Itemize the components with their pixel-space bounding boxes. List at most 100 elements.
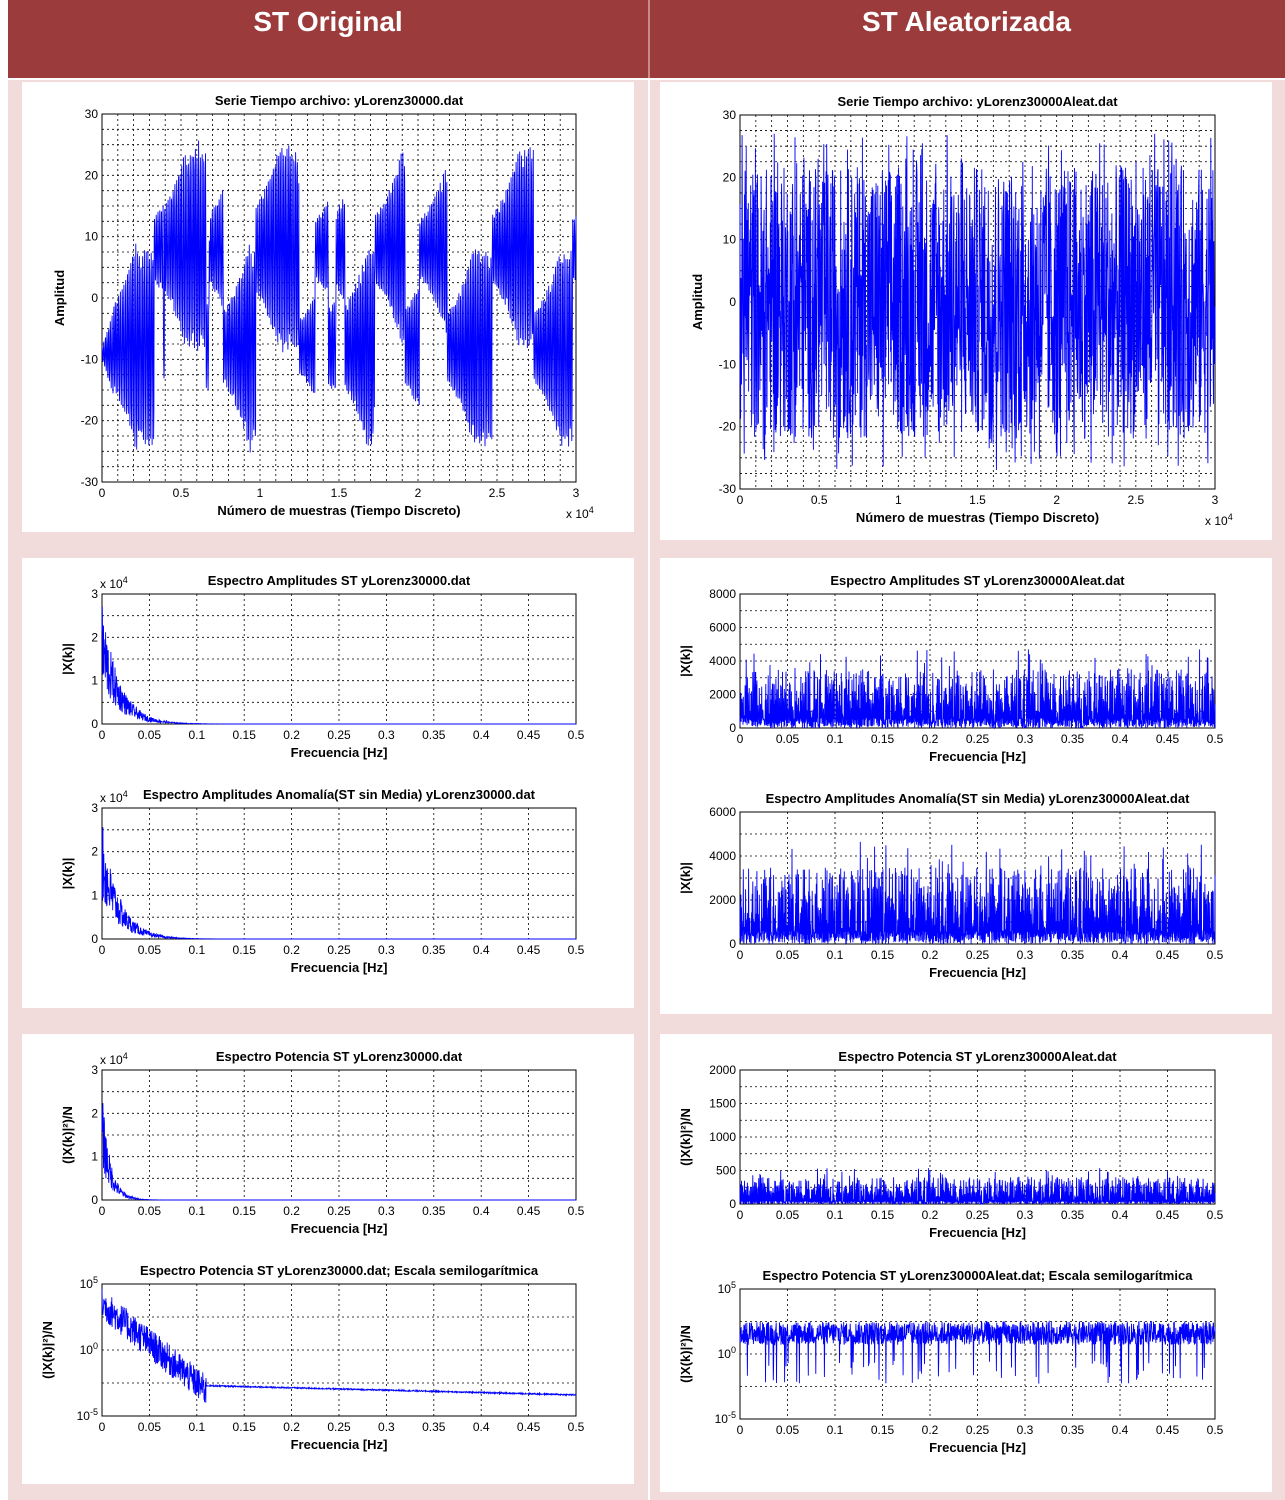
x-tick-label: 0.05 xyxy=(138,1204,162,1218)
x-tick-label: 0.15 xyxy=(233,943,257,957)
x-tick-label: 0.5 xyxy=(568,1204,585,1218)
y-tick-label: 4000 xyxy=(709,654,736,668)
x-axis-label: Frecuencia [Hz] xyxy=(291,1221,388,1236)
y-tick-label: -30 xyxy=(719,482,737,496)
x-tick-label: 0.4 xyxy=(1112,1208,1129,1222)
chart-title: Espectro Potencia ST yLorenz30000Aleat.d… xyxy=(763,1268,1194,1283)
x-tick-label: 0.1 xyxy=(827,732,844,746)
y-tick-label: 3 xyxy=(91,801,98,815)
x-tick-label: 0.5 xyxy=(568,728,585,742)
series-line xyxy=(101,140,577,453)
chart-7: 0 0.05 0.1 0.15 0.2 0.25 0.3 0.35 0.4 0.45 0.5 0 500… xyxy=(678,1049,1224,1240)
y-tick-label: 0 xyxy=(91,1193,98,1207)
chart-title: Serie Tiempo archivo: yLorenz30000.dat xyxy=(215,93,464,108)
y-axis-label: (|X(k)|²)/N xyxy=(40,1321,55,1379)
y-tick-label: 3 xyxy=(91,587,98,601)
x-tick-label: 0 xyxy=(99,728,106,742)
x-tick-label: 0.1 xyxy=(827,1208,844,1222)
x-tick-label: 0.25 xyxy=(327,1204,351,1218)
y-axis-label: Amplitud xyxy=(52,270,67,326)
y-tick-label: 1000 xyxy=(709,1130,736,1144)
y-tick-label: 6000 xyxy=(709,805,736,819)
x-tick-label: 0 xyxy=(737,493,744,507)
chart-6: 0 0.05 0.1 0.15 0.2 0.25 0.3 0.35 0.4 0.45 0.5 0 1 2 3… xyxy=(60,1049,585,1236)
x-tick-label: 0.5 xyxy=(811,493,828,507)
table-header: ST Original ST Aleatorizada xyxy=(8,0,1285,78)
x-tick-label: 0.35 xyxy=(422,728,446,742)
x-tick-label: 0.25 xyxy=(327,728,351,742)
series-line xyxy=(739,1168,1216,1206)
x-tick-label: 0.45 xyxy=(517,728,541,742)
x-tick-label: 0.2 xyxy=(283,1420,300,1434)
x-axis-label: Frecuencia [Hz] xyxy=(929,965,1026,980)
y-axis-label: |X(k)| xyxy=(60,643,75,675)
y-tick-label: 0 xyxy=(91,717,98,731)
x-tick-label: 0.3 xyxy=(1017,948,1034,962)
x-tick-label: 0.5 xyxy=(1207,948,1224,962)
x-tick-label: 0.3 xyxy=(378,1204,395,1218)
x-tick-label: 0.35 xyxy=(422,943,446,957)
x-tick-label: 0.5 xyxy=(1207,732,1224,746)
x-tick-label: 0.3 xyxy=(378,943,395,957)
x-tick-label: 0.15 xyxy=(233,728,257,742)
x-tick-label: 2.5 xyxy=(1127,493,1144,507)
chart-5: 0 0.05 0.1 0.15 0.2 0.25 0.3 0.35 0.4 0.45 0.5 0 200… xyxy=(678,791,1224,980)
x-tick-label: 0.15 xyxy=(233,1204,257,1218)
x-tick-label: 0.1 xyxy=(188,1204,205,1218)
x-tick-label: 0.1 xyxy=(188,943,205,957)
chart-title: Serie Tiempo archivo: yLorenz30000Aleat.… xyxy=(837,94,1118,109)
series-line xyxy=(101,1103,576,1201)
x-tick-label: 0.35 xyxy=(1061,948,1085,962)
y-exponent-label: x 104 xyxy=(100,1051,128,1067)
x-tick-label: 0.3 xyxy=(378,1420,395,1434)
x-tick-label: 0.4 xyxy=(473,1420,490,1434)
x-tick-label: 0.15 xyxy=(233,1420,257,1434)
y-axis-label: (|X(k)|²)/N xyxy=(60,1106,75,1164)
x-tick-label: 0.05 xyxy=(776,1208,800,1222)
x-tick-label: 0.3 xyxy=(1017,1423,1034,1437)
x-axis-label: Frecuencia [Hz] xyxy=(291,960,388,975)
x-tick-label: 0.45 xyxy=(1156,1423,1180,1437)
x-tick-label: 0.25 xyxy=(966,1423,990,1437)
y-tick-label: 500 xyxy=(716,1164,736,1178)
chart-1: 0 0.5 1 1.5 2 2.5 3 -30 -20 -10 0 10 20 30 Serie Tiemp… xyxy=(690,94,1233,528)
x-tick-label: 0.05 xyxy=(138,1420,162,1434)
series-line xyxy=(739,649,1216,730)
y-exponent-label: x 104 xyxy=(100,575,128,591)
x-tick-label: 0.05 xyxy=(776,1423,800,1437)
chart-9: 0 0.05 0.1 0.15 0.2 0.25 0.3 0.35 0.4 0.45 0.510-5… xyxy=(678,1268,1224,1455)
y-tick-label: 10 xyxy=(723,233,737,247)
chart-title: Espectro Potencia ST yLorenz30000.dat; E… xyxy=(140,1263,539,1278)
y-tick-label: 1 xyxy=(91,1150,98,1164)
series-line xyxy=(739,1320,1216,1384)
chart-title: Espectro Potencia ST yLorenz30000.dat xyxy=(216,1049,463,1064)
y-axis-label: Amplitud xyxy=(690,274,705,330)
y-tick-label: 6000 xyxy=(709,621,736,635)
x-tick-label: 0 xyxy=(99,1204,106,1218)
y-tick-label: 30 xyxy=(723,108,737,122)
y-tick-label: 1500 xyxy=(709,1097,736,1111)
x-tick-label: 3 xyxy=(1212,493,1219,507)
y-tick-label: 20 xyxy=(723,170,737,184)
x-tick-label: 0.4 xyxy=(1112,948,1129,962)
x-tick-label: 0.4 xyxy=(473,1204,490,1218)
x-tick-label: 0.5 xyxy=(568,1420,585,1434)
x-tick-label: 0.3 xyxy=(1017,732,1034,746)
x-tick-label: 0 xyxy=(737,1208,744,1222)
y-tick-label: 3 xyxy=(91,1063,98,1077)
x-tick-label: 0.15 xyxy=(871,732,895,746)
x-tick-label: 0.05 xyxy=(138,728,162,742)
x-exponent-label: x 104 xyxy=(1205,512,1233,528)
x-tick-label: 0.1 xyxy=(827,1423,844,1437)
x-tick-label: 0.5 xyxy=(568,943,585,957)
x-tick-label: 0.45 xyxy=(1156,948,1180,962)
y-tick-label: -20 xyxy=(81,414,99,428)
y-tick-label: 1 xyxy=(91,674,98,688)
series-line xyxy=(101,1289,577,1403)
x-tick-label: 1.5 xyxy=(969,493,986,507)
x-tick-label: 0.25 xyxy=(327,1420,351,1434)
chart-title: Espectro Amplitudes Anomalía(ST sin Medi… xyxy=(143,787,536,802)
x-axis-label: Frecuencia [Hz] xyxy=(929,1440,1026,1455)
chart-8: 0 0.05 0.1 0.15 0.2 0.25 0.3 0.35 0.4 0.45 0.510-5… xyxy=(40,1263,585,1452)
